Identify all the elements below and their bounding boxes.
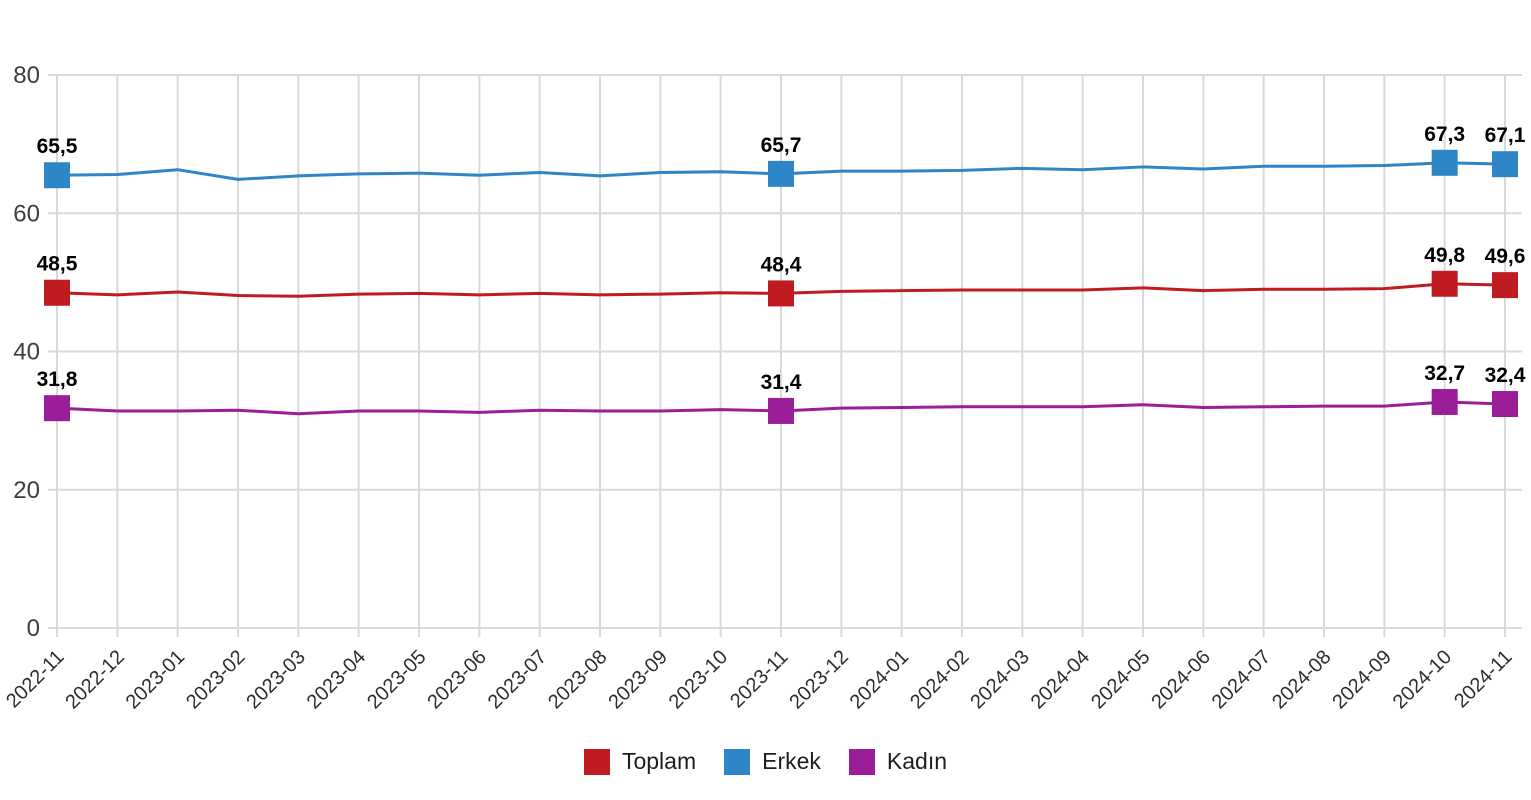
data-point-label: 31,4 [761, 371, 802, 394]
svg-text:2023-10: 2023-10 [665, 646, 732, 713]
data-point-label: 32,4 [1485, 364, 1526, 387]
legend-label-erkek: Erkek [762, 748, 821, 774]
svg-text:2023-04: 2023-04 [303, 646, 370, 713]
data-point-label: 32,7 [1424, 362, 1465, 385]
legend-label-kadin: Kadın [886, 748, 948, 774]
data-point-marker[interactable] [768, 160, 794, 187]
y-axis-tick-labels: 0 20 40 60 80 [13, 62, 40, 642]
line-chart-plot: 0204060802022-112022-122023-012023-02202… [2, 62, 1526, 713]
svg-text:2023-03: 2023-03 [242, 646, 309, 713]
svg-text:2024-01: 2024-01 [846, 646, 913, 713]
svg-text:2023-02: 2023-02 [182, 646, 249, 713]
svg-text:2023-01: 2023-01 [122, 646, 189, 713]
data-point-label: 67,1 [1485, 124, 1526, 147]
svg-text:2022-12: 2022-12 [61, 646, 128, 713]
series-markers-1: 65,5 65,7 67,3 67,1 [37, 123, 1526, 189]
data-point-label: 49,8 [1424, 244, 1465, 267]
series-markers-0: 48,5 48,4 49,8 49,6 [37, 244, 1526, 307]
svg-text:2023-11: 2023-11 [726, 646, 792, 712]
data-point-marker[interactable] [1492, 272, 1518, 299]
data-point-label: 48,5 [37, 253, 78, 276]
data-point-marker[interactable] [44, 162, 70, 189]
svg-text:80: 80 [13, 62, 40, 89]
data-point-marker[interactable] [1492, 151, 1518, 178]
svg-text:2023-06: 2023-06 [423, 646, 490, 713]
legend-item-toplam[interactable]: Toplam [583, 748, 697, 775]
y-gridlines [48, 74, 1522, 629]
svg-text:20: 20 [13, 477, 40, 504]
data-point-marker[interactable] [1431, 270, 1458, 297]
x-axis-tick-labels: 2022-112022-122023-012023-022023-032023-… [2, 646, 1516, 713]
svg-text:2022-11: 2022-11 [2, 646, 68, 712]
data-point-label: 49,6 [1485, 245, 1526, 268]
x-gridlines [56, 75, 1506, 637]
svg-text:40: 40 [13, 339, 40, 366]
svg-text:2024-09: 2024-09 [1328, 646, 1395, 713]
data-point-marker[interactable] [44, 395, 70, 422]
svg-text:0: 0 [27, 615, 40, 642]
legend-item-erkek[interactable]: Erkek [724, 748, 821, 775]
svg-text:2024-08: 2024-08 [1268, 646, 1335, 713]
data-point-marker[interactable] [1431, 149, 1458, 176]
data-point-marker[interactable] [44, 279, 70, 306]
svg-text:2024-03: 2024-03 [966, 646, 1033, 713]
svg-text:2023-07: 2023-07 [484, 646, 551, 713]
data-point-label: 65,7 [761, 134, 802, 157]
data-point-marker[interactable] [1431, 388, 1458, 415]
data-point-marker[interactable] [768, 280, 794, 307]
svg-text:2024-11: 2024-11 [1450, 646, 1516, 712]
svg-text:2023-08: 2023-08 [544, 646, 611, 713]
svg-text:2023-05: 2023-05 [363, 646, 430, 713]
svg-text:2024-10: 2024-10 [1389, 646, 1456, 713]
data-point-marker[interactable] [1492, 391, 1518, 418]
legend-label-toplam: Toplam [621, 748, 697, 774]
legend-swatch-kadin-icon [848, 748, 875, 775]
svg-text:2023-09: 2023-09 [604, 646, 671, 713]
legend-swatch-toplam-icon [583, 748, 610, 775]
svg-text:2024-06: 2024-06 [1147, 646, 1214, 713]
data-point-label: 31,8 [37, 368, 78, 391]
chart-legend: Toplam Erkek Kadın [0, 748, 1531, 775]
legend-item-kadin[interactable]: Kadın [848, 748, 948, 775]
series-markers-2: 31,8 31,4 32,7 32,4 [37, 362, 1526, 424]
svg-text:2023-12: 2023-12 [785, 646, 852, 713]
data-point-label: 67,3 [1424, 123, 1465, 146]
legend-swatch-erkek-icon [724, 748, 751, 775]
data-point-label: 65,5 [37, 135, 78, 158]
svg-text:2024-04: 2024-04 [1027, 646, 1094, 713]
data-point-marker[interactable] [768, 397, 794, 424]
svg-text:2024-05: 2024-05 [1087, 646, 1154, 713]
svg-text:60: 60 [13, 200, 40, 227]
svg-text:2024-02: 2024-02 [906, 646, 973, 713]
svg-text:2024-07: 2024-07 [1208, 646, 1275, 713]
data-point-label: 48,4 [761, 253, 802, 276]
